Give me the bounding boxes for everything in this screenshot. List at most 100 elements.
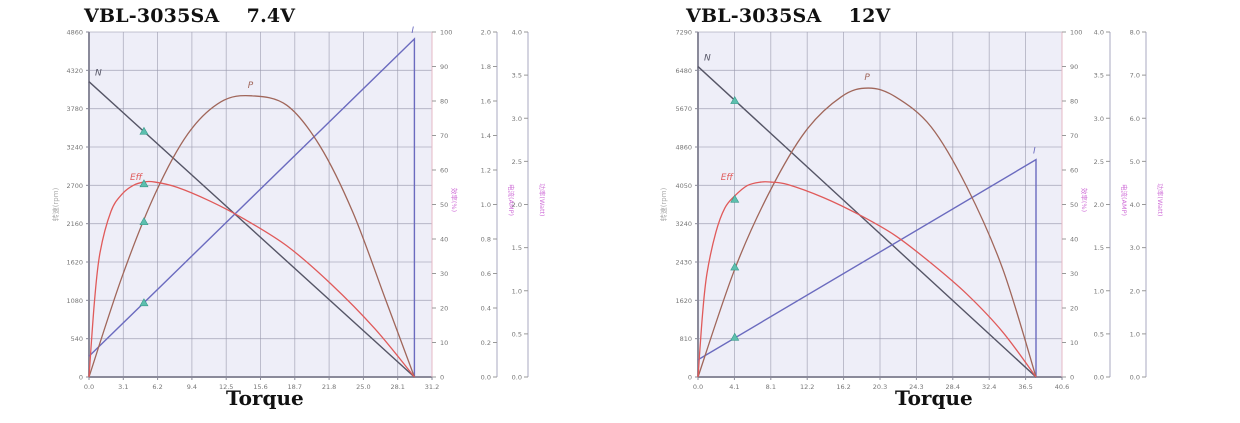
plot-svg: 0.0 3.1 6.2 9.4 12.5 15.6 18.7 21.8 25.0 28.1 31.2… bbox=[51, 26, 547, 391]
y-tick-label: 2430 bbox=[675, 259, 692, 267]
x-tick-label: 9.4 bbox=[187, 383, 197, 391]
series-p bbox=[88, 94, 416, 378]
series-eff bbox=[697, 181, 1037, 378]
right-tick-label: 0.5 bbox=[1094, 330, 1104, 338]
y-tick-label: 0 bbox=[688, 374, 692, 382]
x-tick-label: 3.1 bbox=[118, 383, 128, 391]
right-tick-label: 2.0 bbox=[1094, 201, 1104, 209]
x-tick-label: 12.2 bbox=[800, 383, 814, 391]
right-tick-label: 2.0 bbox=[481, 29, 491, 37]
x-tick-label: 40.6 bbox=[1055, 383, 1069, 391]
chart-7v4: VBL-3035SA 7.4V 0.0 3.1 6.2 9.4 12.5 15.6 18.7… bbox=[51, 5, 547, 410]
series-i bbox=[88, 37, 416, 377]
chart-title: VBL-3035SA 12V bbox=[686, 5, 891, 27]
right-tick-label: 0.0 bbox=[481, 374, 491, 382]
x-tick-label: 6.2 bbox=[152, 383, 162, 391]
y-tick-label: 4320 bbox=[66, 67, 83, 75]
right-tick-label: 1.0 bbox=[512, 287, 522, 295]
right-tick-label: 0.0 bbox=[1130, 374, 1140, 382]
right-tick-label: 3.0 bbox=[512, 115, 522, 123]
marker-triangle-icon bbox=[139, 217, 149, 226]
right-tick-label: 80 bbox=[440, 98, 448, 106]
series-p bbox=[697, 87, 1037, 378]
right-tick-label: 1.6 bbox=[481, 98, 491, 106]
y-axis-label: 转速(rpm) bbox=[659, 187, 668, 221]
right-tick-label: 40 bbox=[1070, 236, 1078, 244]
x-axis-label: Torque bbox=[226, 386, 304, 410]
right-tick-label: 5.0 bbox=[1130, 158, 1140, 166]
x-tick-label: 0.0 bbox=[84, 383, 94, 391]
right-tick-label: 100 bbox=[1070, 29, 1082, 37]
series-label: N bbox=[704, 54, 711, 64]
x-tick-label: 24.3 bbox=[909, 383, 923, 391]
right-tick-label: 70 bbox=[440, 132, 448, 140]
series-n bbox=[697, 66, 1037, 378]
marker-triangle-icon bbox=[730, 96, 740, 104]
right-tick-label: 1.0 bbox=[481, 201, 491, 209]
right-tick-label: 50 bbox=[440, 201, 448, 209]
right-tick-label: 8.0 bbox=[1130, 29, 1140, 37]
right-axis-label: 效率(%) bbox=[450, 188, 459, 212]
y-tick-label: 7290 bbox=[675, 29, 692, 37]
right-tick-label: 20 bbox=[1070, 305, 1078, 313]
x-tick-label: 18.7 bbox=[288, 383, 302, 391]
x-tick-label: 4.1 bbox=[729, 383, 739, 391]
chart-title: VBL-3035SA 7.4V bbox=[84, 5, 296, 27]
y-tick-label: 4860 bbox=[675, 144, 692, 152]
right-tick-label: 6.0 bbox=[1130, 115, 1140, 123]
right-tick-label: 3.5 bbox=[512, 72, 522, 80]
right-tick-label: 4.0 bbox=[512, 29, 522, 37]
y-tick-label: 5670 bbox=[675, 105, 692, 113]
marker-triangle-icon bbox=[139, 179, 149, 188]
right-tick-label: 90 bbox=[440, 63, 448, 71]
series-label: I bbox=[1033, 147, 1036, 157]
right-axis-label: 功率(Watt) bbox=[538, 183, 547, 216]
right-tick-label: 30 bbox=[1070, 270, 1078, 278]
y-tick-label: 540 bbox=[71, 335, 83, 343]
right-tick-label: 1.5 bbox=[512, 244, 522, 252]
x-tick-label: 21.8 bbox=[322, 383, 336, 391]
right-tick-label: 3.5 bbox=[1094, 72, 1104, 80]
right-tick-label: 0.5 bbox=[512, 330, 522, 338]
right-tick-label: 80 bbox=[1070, 98, 1078, 106]
marker-triangle-icon bbox=[730, 332, 740, 341]
right-tick-label: 2.5 bbox=[1094, 158, 1104, 166]
right-tick-label: 0.4 bbox=[481, 305, 491, 313]
series-eff bbox=[88, 180, 415, 378]
right-tick-label: 1.8 bbox=[481, 63, 491, 71]
x-tick-label: 16.2 bbox=[836, 383, 850, 391]
y-tick-label: 4860 bbox=[66, 29, 83, 37]
x-tick-label: 36.5 bbox=[1018, 383, 1032, 391]
right-tick-label: 0.0 bbox=[512, 374, 522, 382]
y-tick-label: 6480 bbox=[675, 67, 692, 75]
right-tick-label: 2.0 bbox=[1130, 287, 1140, 295]
y-axis-label: 转速(rpm) bbox=[51, 187, 60, 221]
y-tick-label: 0 bbox=[79, 374, 83, 382]
marker-triangle-icon bbox=[730, 194, 740, 203]
right-tick-label: 2.0 bbox=[512, 201, 522, 209]
right-tick-label: 30 bbox=[440, 270, 448, 278]
right-axis-label: 电流(AMP) bbox=[507, 184, 516, 216]
right-tick-label: 7.0 bbox=[1130, 72, 1140, 80]
right-tick-label: 20 bbox=[440, 305, 448, 313]
right-tick-label: 2.5 bbox=[512, 158, 522, 166]
y-tick-label: 1620 bbox=[675, 297, 692, 305]
x-tick-label: 15.6 bbox=[253, 383, 267, 391]
y-tick-label: 1080 bbox=[66, 297, 83, 305]
right-tick-label: 50 bbox=[1070, 201, 1078, 209]
y-tick-label: 2700 bbox=[66, 182, 83, 190]
series-label: Eff bbox=[130, 173, 144, 183]
chart-12v: VBL-3035SA 12V 0.0 4.1 8.1 12.2 16.2 20.3 24.3… bbox=[620, 0, 1240, 423]
y-tick-label: 4050 bbox=[675, 182, 692, 190]
right-axis-label: 电流(AMP) bbox=[1120, 184, 1129, 216]
marker-triangle-icon bbox=[139, 298, 149, 307]
x-tick-label: 28.4 bbox=[946, 383, 960, 391]
right-tick-label: 40 bbox=[440, 236, 448, 244]
x-axis-label: Torque bbox=[895, 386, 973, 410]
y-tick-label: 3240 bbox=[675, 220, 692, 228]
y-tick-label: 3780 bbox=[66, 105, 83, 113]
series-label: P bbox=[864, 73, 870, 83]
series-label: N bbox=[95, 69, 102, 79]
right-tick-label: 0 bbox=[1070, 374, 1074, 382]
right-axis-label: 效率(%) bbox=[1080, 188, 1089, 212]
